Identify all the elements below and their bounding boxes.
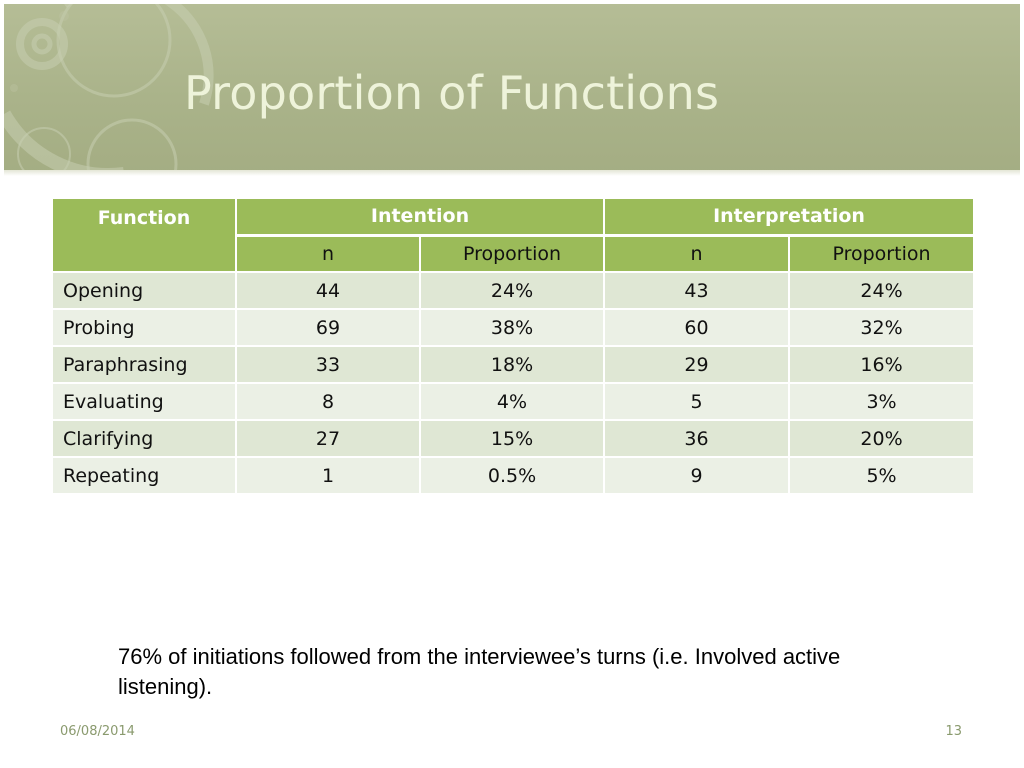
subheader-intention-n: n <box>235 233 421 273</box>
intention-proportion-cell: 15% <box>418 419 606 458</box>
subheader-interpretation-proportion: Proportion <box>788 233 976 273</box>
interpretation-n-cell: 60 <box>603 308 791 347</box>
intention-n-cell: 1 <box>235 456 421 495</box>
header-intention: Intention <box>234 197 606 236</box>
table-row: Clarifying 27 15% 36 20% <box>51 419 976 458</box>
table-row: Repeating 1 0.5% 9 5% <box>51 456 976 495</box>
table-header-row: Function Intention Interpretation <box>51 197 976 273</box>
row-label: Opening <box>51 271 237 310</box>
functions-table: Function Intention Interpretation n Prop… <box>51 197 976 495</box>
table-row: Evaluating 8 4% 5 3% <box>51 382 976 421</box>
interpretation-proportion-cell: 5% <box>788 456 976 495</box>
intention-proportion-cell: 24% <box>418 271 606 310</box>
row-label: Evaluating <box>51 382 237 421</box>
table-row: Probing 69 38% 60 32% <box>51 308 976 347</box>
title-banner: Proportion of Functions <box>4 4 1020 174</box>
interpretation-proportion-cell: 32% <box>788 308 976 347</box>
interpretation-n-cell: 5 <box>603 382 791 421</box>
footer-date: 06/08/2014 <box>60 724 135 739</box>
intention-proportion-cell: 0.5% <box>418 456 606 495</box>
intention-n-cell: 27 <box>235 419 421 458</box>
interpretation-n-cell: 43 <box>603 271 791 310</box>
intention-proportion-cell: 18% <box>418 345 606 384</box>
summary-note: 76% of initiations followed from the int… <box>118 644 841 699</box>
interpretation-n-cell: 29 <box>603 345 791 384</box>
interpretation-proportion-cell: 24% <box>788 271 976 310</box>
table-subheader-row: n Proportion n Proportion <box>52 233 976 273</box>
header-function: Function <box>51 197 237 273</box>
slide-title: Proportion of Functions <box>184 66 720 120</box>
row-label: Probing <box>51 308 237 347</box>
banner-shadow <box>4 170 1020 176</box>
subheader-intention-proportion: Proportion <box>418 233 606 273</box>
interpretation-n-cell: 36 <box>603 419 791 458</box>
row-label: Paraphrasing <box>51 345 237 384</box>
interpretation-proportion-cell: 16% <box>788 345 976 384</box>
intention-n-cell: 33 <box>235 345 421 384</box>
intention-n-cell: 69 <box>235 308 421 347</box>
table-row: Opening 44 24% 43 24% <box>51 271 976 310</box>
subheader-interpretation-n: n <box>603 233 791 273</box>
intention-n-cell: 8 <box>235 382 421 421</box>
header-interpretation: Interpretation <box>603 197 976 236</box>
interpretation-n-cell: 9 <box>603 456 791 495</box>
page-number: 13 <box>945 724 962 739</box>
intention-n-cell: 44 <box>235 271 421 310</box>
decorative-circles-graphic <box>4 4 214 174</box>
table-row: Paraphrasing 33 18% 29 16% <box>51 345 976 384</box>
row-label: Clarifying <box>51 419 237 458</box>
interpretation-proportion-cell: 20% <box>788 419 976 458</box>
intention-proportion-cell: 4% <box>418 382 606 421</box>
intention-proportion-cell: 38% <box>418 308 606 347</box>
row-label: Repeating <box>51 456 237 495</box>
interpretation-proportion-cell: 3% <box>788 382 976 421</box>
